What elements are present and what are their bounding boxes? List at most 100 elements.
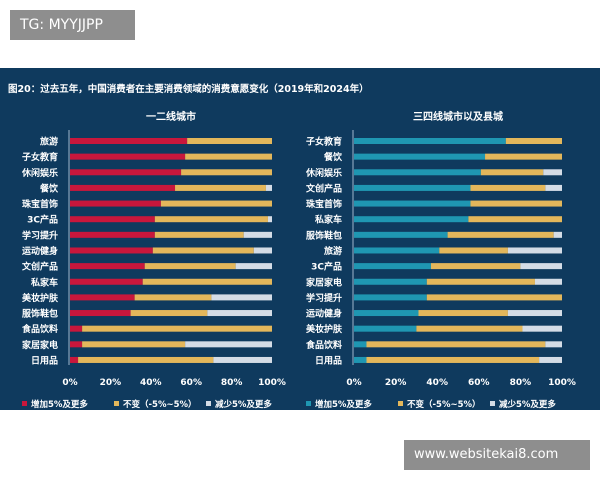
- x-tick-label: 100%: [258, 378, 286, 388]
- x-tick-label: 0%: [62, 378, 77, 388]
- category-label: 运动健身: [22, 245, 58, 257]
- panel-subtitle: 三四线城市以及县城: [413, 110, 503, 123]
- stacked-bar-chart: 图20：过去五年，中国消费者在主要消费领域的消费意愿变化（2019年和2024年…: [8, 83, 576, 410]
- category-label: 家居家电: [306, 276, 342, 288]
- watermark: www.websitekai8.com: [404, 440, 590, 470]
- bar-segment: [354, 169, 481, 176]
- bar-segment: [185, 153, 272, 160]
- bar-segment: [78, 356, 214, 363]
- legend-swatch: [114, 401, 119, 406]
- bar-segment: [154, 231, 244, 238]
- category-label: 日用品: [315, 355, 342, 366]
- panel-subtitle: 一二线城市: [146, 110, 196, 123]
- bar-segment: [70, 294, 135, 301]
- bar-segment: [243, 231, 272, 238]
- chart-title: 图20：过去五年，中国消费者在主要消费领域的消费意愿变化（2019年和2024年…: [8, 83, 369, 95]
- bar-segment: [70, 263, 145, 270]
- bar-segment: [366, 341, 546, 348]
- bar-segment: [70, 310, 131, 317]
- bar-segment: [545, 341, 562, 348]
- bar-segment: [175, 184, 266, 191]
- bar-segment: [354, 263, 431, 270]
- bar-segment: [553, 231, 562, 238]
- category-label: 学习提升: [306, 292, 342, 304]
- bar-segment: [187, 138, 272, 144]
- category-label: 食品饮料: [21, 323, 58, 335]
- category-label: 旅游: [40, 136, 58, 148]
- bar-segment: [265, 184, 272, 191]
- x-tick-label: 60%: [468, 378, 490, 388]
- bar-segment: [213, 356, 272, 363]
- bar-segment: [70, 325, 83, 332]
- legend-swatch: [490, 401, 495, 406]
- legend-swatch: [22, 401, 27, 406]
- category-label: 子女教育: [306, 136, 342, 148]
- bar-segment: [507, 247, 562, 254]
- category-label: 运动健身: [306, 308, 342, 320]
- category-label: 3C产品: [311, 261, 342, 273]
- bar-segment: [439, 247, 508, 254]
- bar-segment: [416, 325, 523, 332]
- category-label: 文创产品: [305, 182, 342, 194]
- bar-segment: [354, 325, 417, 332]
- legend-label: 增加5%及更多: [31, 399, 88, 410]
- bar-segment: [235, 263, 272, 270]
- bar-segment: [211, 294, 272, 301]
- bar-segment: [354, 310, 419, 317]
- bar-segment: [70, 278, 143, 285]
- category-label: 文创产品: [21, 261, 58, 273]
- bar-segment: [430, 263, 521, 270]
- category-label: 旅游: [324, 245, 342, 257]
- bar-segment: [539, 356, 562, 363]
- category-label: 子女教育: [22, 151, 58, 163]
- legend-swatch: [398, 401, 403, 406]
- category-label: 休闲娱乐: [21, 167, 58, 179]
- legend-label: 不变（-5%~5%）: [407, 399, 481, 410]
- bar-segment: [267, 216, 272, 223]
- category-label: 美妆护肤: [306, 323, 343, 335]
- bar-segment: [447, 231, 554, 238]
- bar-segment: [70, 184, 176, 191]
- bar-segment: [207, 310, 272, 317]
- bar-segment: [354, 184, 471, 191]
- bar-segment: [354, 278, 427, 285]
- category-label: 服饰鞋包: [306, 229, 342, 241]
- bar-segment: [418, 310, 508, 317]
- category-label: 休闲娱乐: [305, 167, 342, 179]
- legend-label: 减少5%及更多: [499, 399, 556, 410]
- bar-segment: [130, 310, 208, 317]
- bar-segment: [468, 216, 562, 223]
- category-label: 食品饮料: [305, 339, 342, 351]
- legend-swatch: [306, 401, 311, 406]
- legend-label: 不变（-5%~5%）: [123, 399, 197, 410]
- bar-segment: [480, 169, 544, 176]
- x-tick-label: 20%: [100, 378, 122, 388]
- bar-segment: [70, 138, 188, 144]
- x-tick-label: 40%: [426, 378, 448, 388]
- x-tick-label: 60%: [180, 378, 202, 388]
- category-label: 日用品: [31, 355, 58, 366]
- x-tick-label: 40%: [140, 378, 162, 388]
- bar-segment: [426, 294, 562, 301]
- bar-segment: [70, 216, 155, 223]
- bar-segment: [70, 231, 155, 238]
- category-label: 服饰鞋包: [22, 308, 58, 320]
- legend-swatch: [206, 401, 211, 406]
- bar-segment: [522, 325, 562, 332]
- bar-segment: [520, 263, 562, 270]
- bar-segment: [354, 294, 427, 301]
- bar-segment: [354, 200, 471, 207]
- bar-segment: [142, 278, 272, 285]
- bar-segment: [354, 356, 367, 363]
- bar-segment: [181, 169, 272, 176]
- bar-segment: [70, 247, 153, 254]
- bar-segment: [354, 216, 469, 223]
- legend-label: 增加5%及更多: [315, 399, 372, 410]
- bar-segment: [485, 153, 562, 160]
- channel-badge: TG: MYYJJPP: [10, 10, 135, 40]
- category-label: 珠宝首饰: [306, 198, 342, 210]
- category-label: 3C产品: [27, 214, 58, 226]
- x-tick-label: 20%: [385, 378, 407, 388]
- bar-segment: [185, 341, 272, 348]
- category-label: 美妆护肤: [22, 292, 59, 304]
